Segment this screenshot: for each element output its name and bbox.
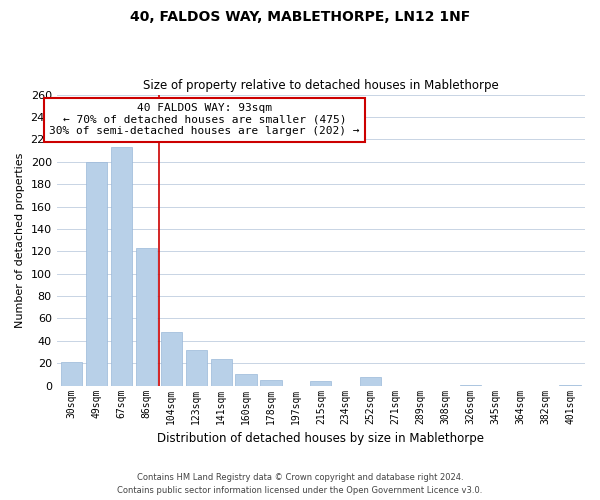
Bar [61, 362, 82, 386]
Bar [185, 350, 207, 386]
Bar [559, 384, 581, 386]
Bar [211, 359, 232, 386]
Bar [136, 248, 157, 386]
Text: 40, FALDOS WAY, MABLETHORPE, LN12 1NF: 40, FALDOS WAY, MABLETHORPE, LN12 1NF [130, 10, 470, 24]
Bar [460, 384, 481, 386]
Bar [235, 374, 257, 386]
Text: 40 FALDOS WAY: 93sqm
← 70% of detached houses are smaller (475)
30% of semi-deta: 40 FALDOS WAY: 93sqm ← 70% of detached h… [49, 104, 360, 136]
Bar [111, 147, 132, 386]
Text: Contains HM Land Registry data © Crown copyright and database right 2024.
Contai: Contains HM Land Registry data © Crown c… [118, 473, 482, 495]
Bar [86, 162, 107, 386]
Bar [360, 376, 381, 386]
Bar [260, 380, 281, 386]
Title: Size of property relative to detached houses in Mablethorpe: Size of property relative to detached ho… [143, 79, 499, 92]
Bar [310, 381, 331, 386]
Bar [161, 332, 182, 386]
X-axis label: Distribution of detached houses by size in Mablethorpe: Distribution of detached houses by size … [157, 432, 484, 445]
Y-axis label: Number of detached properties: Number of detached properties [15, 152, 25, 328]
